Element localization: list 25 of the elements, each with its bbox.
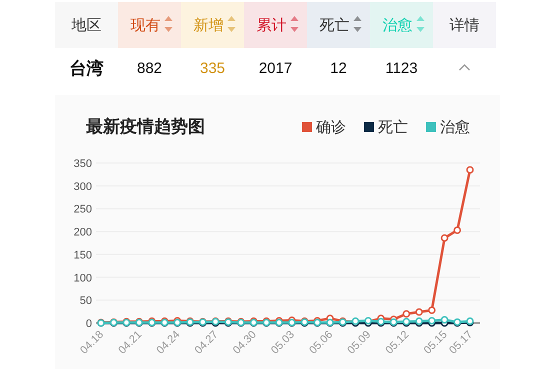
category-label: 累计 [256, 17, 286, 34]
y-tick-label: 50 [80, 295, 92, 308]
data-label: 12 [330, 60, 347, 77]
legend-label: 死亡 [378, 119, 408, 136]
y-tick-label: 150 [74, 249, 92, 262]
text: 台湾 [70, 59, 104, 78]
category-label: 死亡 [320, 17, 350, 34]
y-tick-label: 200 [74, 226, 92, 239]
data-label: 2017 [258, 60, 292, 77]
y-tick-label: 250 [74, 204, 92, 216]
y-tick-label: 350 [74, 158, 92, 170]
category-label: 治愈 [382, 17, 412, 34]
chart-title: 最新疫情趋势图 [85, 117, 205, 136]
y-tick-label: 100 [74, 272, 92, 284]
category-label: 地区 [70, 17, 102, 34]
legend-label: 确诊 [315, 119, 346, 136]
y-tick-label: 0 [86, 318, 92, 330]
category-label: 新增 [194, 17, 224, 34]
data-label: 882 [136, 60, 162, 77]
y-tick-label: 300 [74, 180, 92, 193]
data-label: 1123 [385, 60, 418, 77]
data-label: 335 [200, 60, 226, 77]
legend-label: 治愈 [440, 119, 470, 136]
category-label: 现有 [130, 17, 160, 34]
category-label: 详情 [450, 17, 480, 34]
